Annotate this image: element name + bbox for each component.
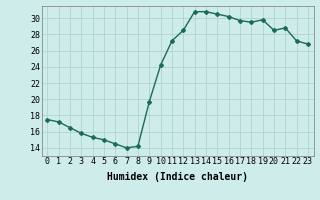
X-axis label: Humidex (Indice chaleur): Humidex (Indice chaleur): [107, 172, 248, 182]
